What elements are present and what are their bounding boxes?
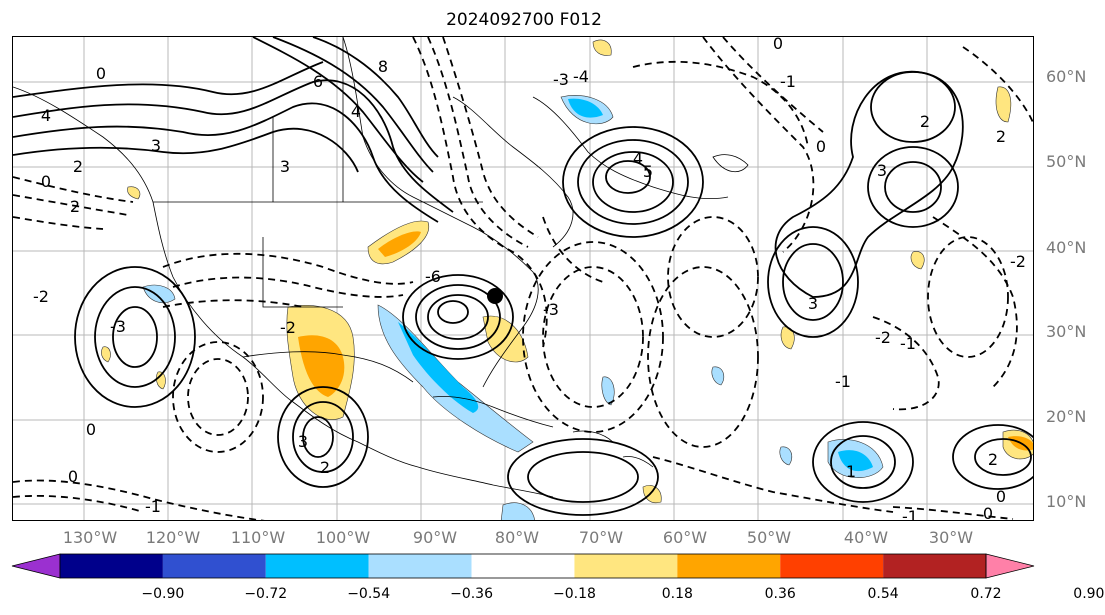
contour-label: 0 — [96, 64, 106, 83]
contour-label: 3 — [877, 161, 887, 180]
marker-dot — [487, 288, 503, 304]
colorbar-segment — [780, 554, 884, 578]
contour-label: 4 — [351, 102, 361, 121]
contour-label: 0 — [41, 172, 51, 191]
colorbar-segment — [471, 554, 575, 578]
contour-label: -1 — [145, 497, 161, 516]
contour-label: 0 — [816, 137, 826, 156]
contour-label: 3 — [280, 157, 290, 176]
contour-label: 2 — [70, 197, 80, 216]
colorbar-extend-high — [985, 553, 1035, 579]
colorbar-segment — [162, 554, 266, 578]
contour-label: 4 — [41, 106, 51, 125]
contour-label: -1 — [900, 334, 916, 353]
contour-label: 0 — [983, 504, 993, 521]
contour-label: -6 — [425, 267, 441, 286]
colorbar-frame — [59, 553, 987, 579]
lon-label: 130°W — [62, 528, 118, 547]
lon-label: 80°W — [494, 528, 540, 547]
contour-label: 4 — [633, 149, 643, 168]
contour-label: -3 — [543, 300, 559, 319]
map-title: 2024092700 F012 — [446, 10, 602, 30]
colorbar-tick-label: 0.90 — [1073, 586, 1105, 602]
contour-label: 0 — [68, 467, 78, 486]
contour-label: -2 — [33, 287, 49, 306]
colorbar-segment — [677, 554, 781, 578]
contour-label: 0 — [773, 37, 783, 53]
colorbar-segment — [265, 554, 369, 578]
contour-label: -2 — [875, 328, 891, 347]
contour-labels: 0 4 2 3 6 8 4 3 2 0 -2 -2 -3 -4 -6 -3 0 … — [33, 37, 1026, 521]
contour-label: 3 — [151, 136, 161, 155]
contour-label: 2 — [996, 127, 1006, 146]
lat-label: 60°N — [1046, 67, 1087, 86]
contour-label: 8 — [378, 57, 388, 76]
colorbar-tick-label: −0.36 — [450, 586, 493, 602]
contour-label: -1 — [835, 372, 851, 391]
lon-label: 90°W — [412, 528, 458, 547]
contour-label: 1 — [846, 462, 856, 481]
colorbar-extend-low — [11, 553, 61, 579]
contour-label: -3 — [110, 317, 126, 336]
contour-label: -3 — [553, 70, 569, 89]
lon-label: 120°W — [145, 528, 201, 547]
contour-label: -2 — [280, 318, 296, 337]
colorbar-tick-label: 0.54 — [867, 586, 899, 602]
colorbar-tick-label: 0.18 — [661, 586, 693, 602]
lon-label: 110°W — [230, 528, 286, 547]
colorbar-segment — [883, 554, 986, 578]
colorbar-segment — [368, 554, 472, 578]
lat-label: 50°N — [1046, 152, 1087, 171]
dashed-contours — [13, 37, 1033, 520]
colorbar-segments — [11, 553, 1035, 579]
colorbar-tick-label: 0.36 — [764, 586, 796, 602]
solid-contours — [13, 37, 1033, 516]
contour-label: 2 — [988, 450, 998, 469]
coastlines — [13, 37, 749, 498]
contour-label: -4 — [573, 67, 589, 86]
lon-label: 60°W — [662, 528, 708, 547]
contour-label: -2 — [1010, 252, 1026, 271]
lon-label: 70°W — [578, 528, 624, 547]
lon-label: 100°W — [315, 528, 371, 547]
contour-label: 2 — [73, 157, 83, 176]
colorbar-tick-label: −0.90 — [141, 586, 185, 602]
colorbar-tick-label: −0.54 — [347, 586, 391, 602]
contour-label: 2 — [320, 458, 330, 477]
contour-label: 0 — [86, 420, 96, 439]
contour-label: 3 — [808, 294, 818, 313]
contour-label: 2 — [920, 112, 930, 131]
lon-label: 50°W — [746, 528, 792, 547]
contour-label: 5 — [643, 162, 653, 181]
lat-label: 40°N — [1046, 238, 1087, 257]
contour-label: 3 — [298, 432, 308, 451]
contour-label: -1 — [902, 507, 918, 521]
colorbar-tick-label: 0.72 — [970, 586, 1002, 602]
contour-label: 0 — [996, 487, 1006, 506]
forecast-map: 0 4 2 3 6 8 4 3 2 0 -2 -2 -3 -4 -6 -3 0 … — [13, 37, 1033, 521]
colorbar-tick-label: −0.18 — [552, 586, 596, 602]
lon-label: 30°W — [928, 528, 974, 547]
contour-label: 6 — [313, 72, 323, 91]
colorbar-segment — [60, 554, 163, 578]
contour-label: -1 — [780, 72, 796, 91]
map-panel: 0 4 2 3 6 8 4 3 2 0 -2 -2 -3 -4 -6 -3 0 … — [12, 36, 1034, 521]
lat-label: 20°N — [1046, 407, 1087, 426]
lon-label: 40°W — [843, 528, 889, 547]
lat-label: 30°N — [1046, 322, 1087, 341]
lat-label: 10°N — [1046, 492, 1087, 511]
colorbar-tick-label: −0.72 — [244, 586, 288, 602]
colorbar — [11, 553, 1035, 579]
colorbar-segment — [574, 554, 678, 578]
